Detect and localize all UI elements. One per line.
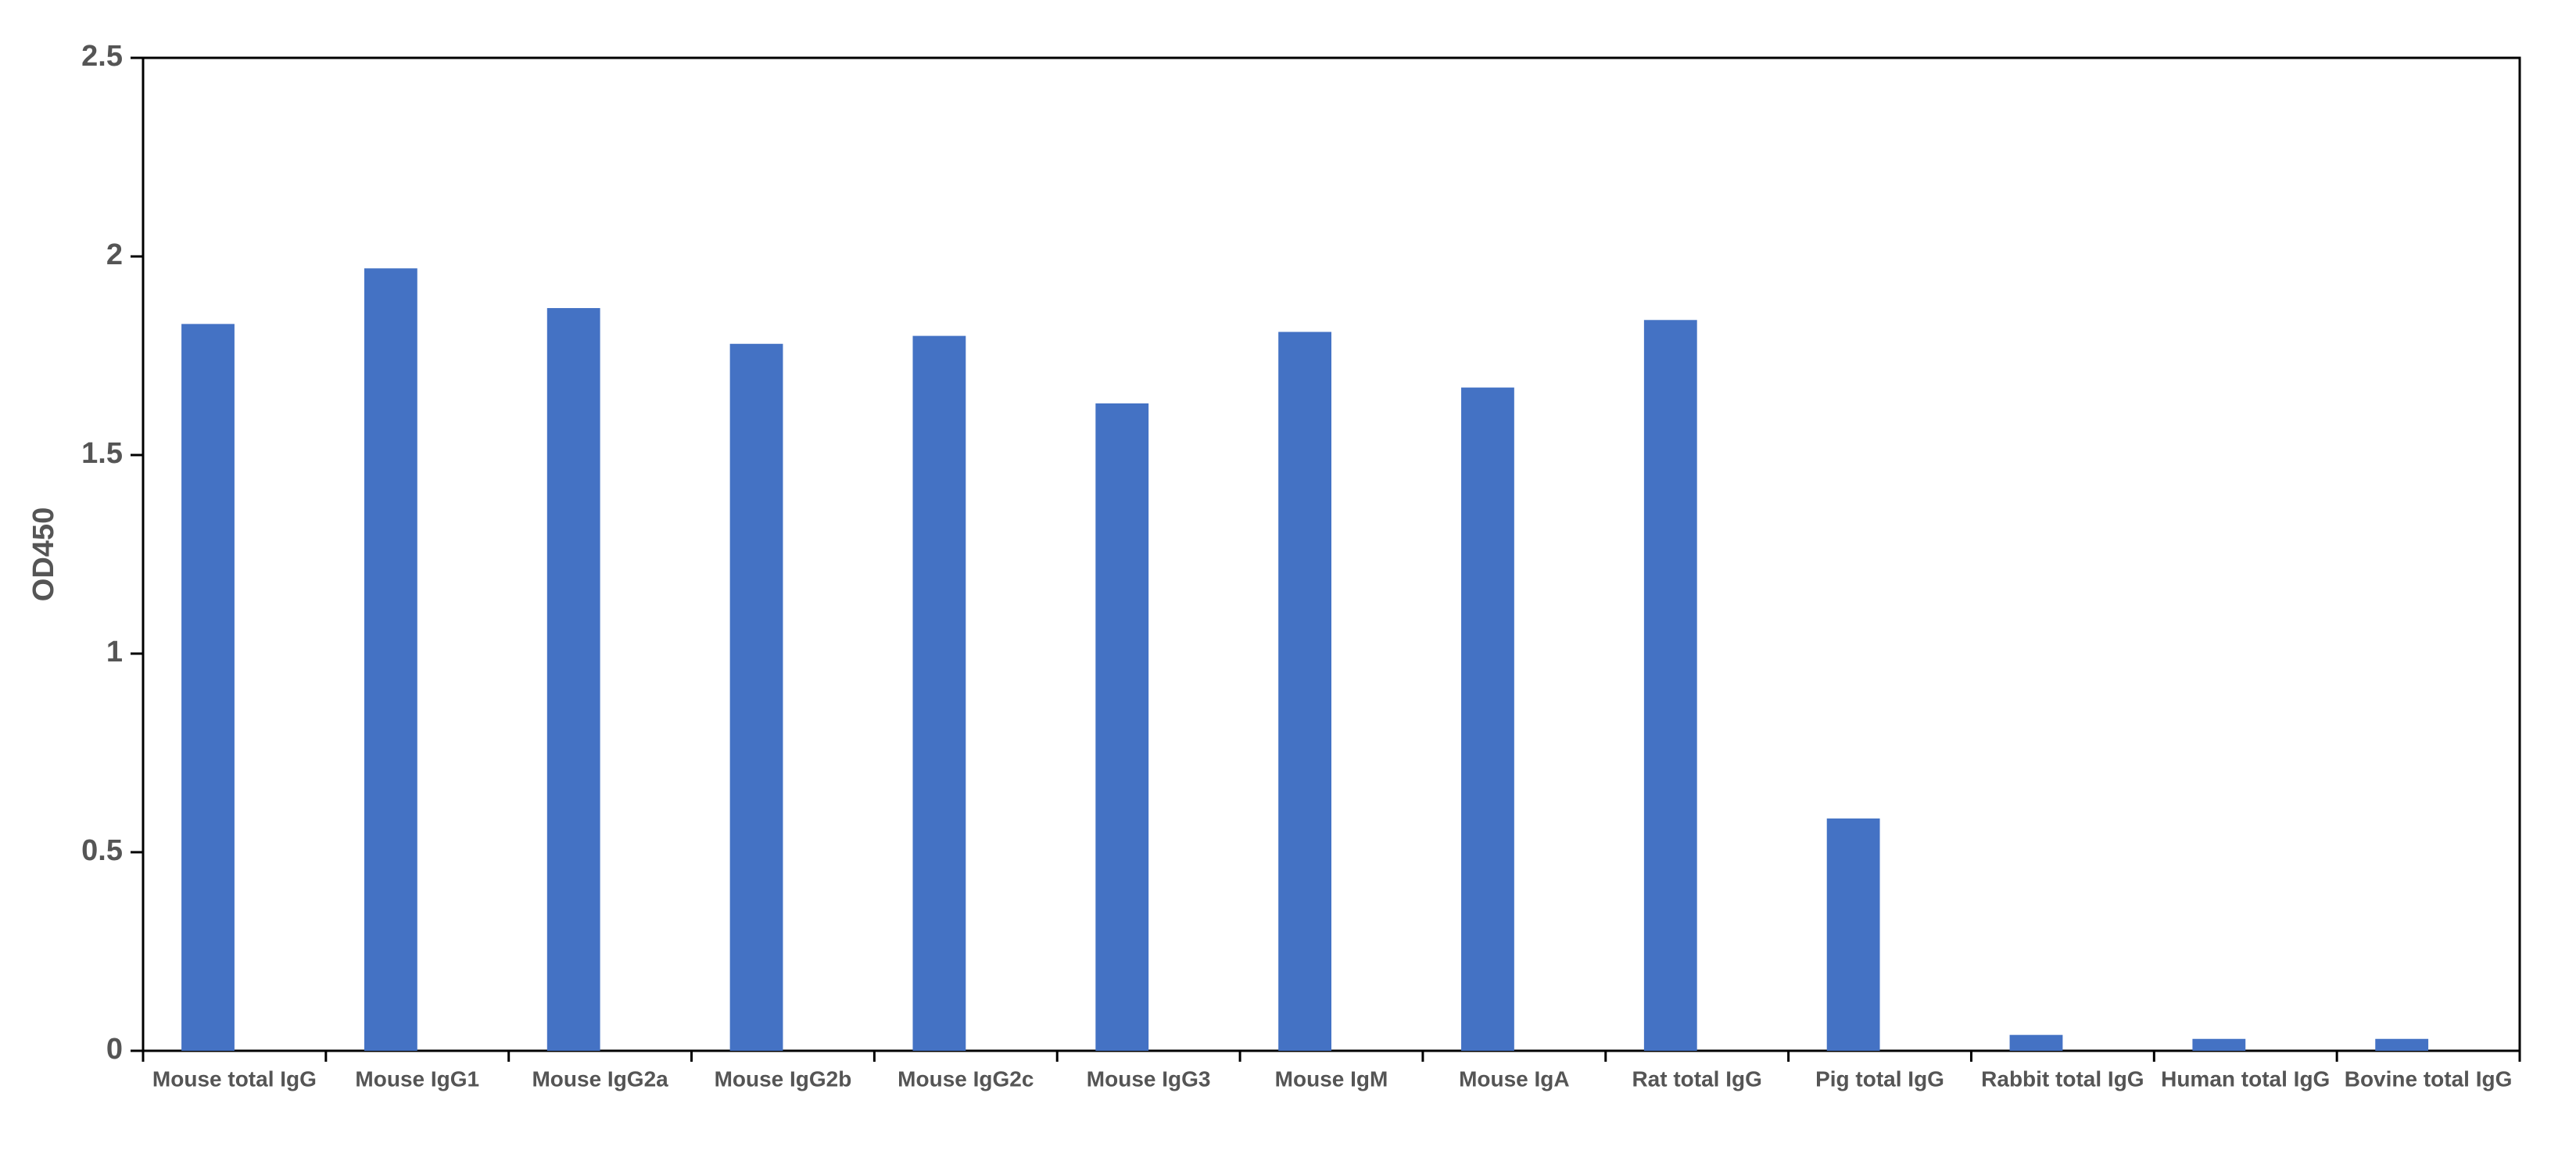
x-tick-label: Rat total IgG bbox=[1632, 1066, 1761, 1091]
bar bbox=[912, 335, 966, 1052]
x-tick-label: Mouse total IgG bbox=[152, 1066, 317, 1091]
bar bbox=[1826, 818, 1880, 1051]
y-tick-label: 0 bbox=[106, 1033, 123, 1066]
y-tick-label: 0.5 bbox=[81, 834, 123, 867]
bar bbox=[1461, 387, 1514, 1051]
x-tick-label: Mouse IgG2c bbox=[897, 1066, 1034, 1091]
y-axis-title: OD450 bbox=[27, 507, 60, 601]
x-tick-label: Human total IgG bbox=[2161, 1066, 2330, 1091]
x-tick-label: Mouse IgM bbox=[1275, 1066, 1388, 1091]
y-tick-label: 1 bbox=[106, 636, 123, 668]
x-tick-label: Pig total IgG bbox=[1815, 1066, 1944, 1091]
x-tick-label: Mouse IgG3 bbox=[1087, 1066, 1211, 1091]
x-tick-label: Rabbit total IgG bbox=[1981, 1066, 2144, 1091]
bar bbox=[1643, 320, 1697, 1051]
y-tick-label: 2 bbox=[106, 238, 123, 271]
bar bbox=[1095, 403, 1149, 1051]
y-tick-label: 1.5 bbox=[81, 437, 123, 470]
bar bbox=[2009, 1034, 2063, 1051]
bar bbox=[364, 268, 417, 1051]
bar bbox=[2375, 1038, 2429, 1051]
x-tick-label: Mouse IgG2a bbox=[532, 1066, 668, 1091]
x-tick-label: Mouse IgG1 bbox=[355, 1066, 479, 1091]
bar bbox=[2192, 1038, 2246, 1051]
x-tick-label: Bovine total IgG bbox=[2345, 1066, 2513, 1091]
bar bbox=[1278, 332, 1331, 1051]
bar bbox=[729, 343, 783, 1051]
x-tick-label: Mouse IgG2b bbox=[715, 1066, 852, 1091]
bar bbox=[181, 324, 235, 1051]
x-tick-label: Mouse IgA bbox=[1459, 1066, 1570, 1091]
bar bbox=[546, 308, 600, 1051]
y-tick-label: 2.5 bbox=[81, 40, 123, 73]
